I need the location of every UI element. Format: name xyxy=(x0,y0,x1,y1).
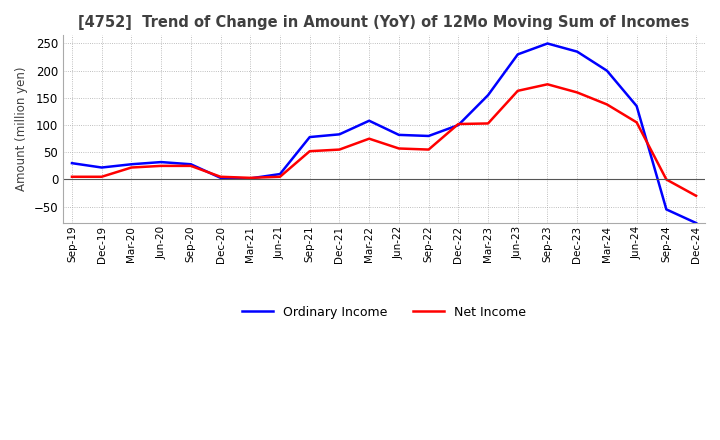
Net Income xyxy=(127,165,135,170)
Net Income xyxy=(424,147,433,152)
Net Income xyxy=(513,88,522,93)
Net Income xyxy=(632,120,641,125)
Ordinary Income xyxy=(395,132,403,138)
Ordinary Income xyxy=(335,132,343,137)
Net Income xyxy=(573,90,582,95)
Ordinary Income xyxy=(97,165,106,170)
Line: Ordinary Income: Ordinary Income xyxy=(72,44,696,223)
Net Income xyxy=(454,121,463,127)
Net Income xyxy=(305,149,314,154)
Ordinary Income xyxy=(365,118,374,123)
Net Income xyxy=(68,174,76,180)
Net Income xyxy=(276,174,284,180)
Ordinary Income xyxy=(632,103,641,109)
Line: Net Income: Net Income xyxy=(72,84,696,196)
Net Income xyxy=(395,146,403,151)
Net Income xyxy=(692,193,701,198)
Ordinary Income xyxy=(246,176,255,181)
Ordinary Income xyxy=(662,207,671,212)
Ordinary Income xyxy=(573,49,582,54)
Ordinary Income xyxy=(216,175,225,180)
Net Income xyxy=(246,175,255,180)
Net Income xyxy=(157,163,166,169)
Y-axis label: Amount (million yen): Amount (million yen) xyxy=(15,67,28,191)
Title: [4752]  Trend of Change in Amount (YoY) of 12Mo Moving Sum of Incomes: [4752] Trend of Change in Amount (YoY) o… xyxy=(78,15,690,30)
Net Income xyxy=(543,82,552,87)
Ordinary Income xyxy=(454,122,463,128)
Net Income xyxy=(365,136,374,141)
Ordinary Income xyxy=(692,220,701,226)
Ordinary Income xyxy=(484,92,492,98)
Ordinary Income xyxy=(305,134,314,139)
Ordinary Income xyxy=(543,41,552,46)
Ordinary Income xyxy=(276,172,284,177)
Ordinary Income xyxy=(68,161,76,166)
Net Income xyxy=(97,174,106,180)
Legend: Ordinary Income, Net Income: Ordinary Income, Net Income xyxy=(237,301,531,323)
Ordinary Income xyxy=(603,68,611,73)
Net Income xyxy=(216,174,225,180)
Ordinary Income xyxy=(127,161,135,167)
Net Income xyxy=(335,147,343,152)
Ordinary Income xyxy=(186,161,195,167)
Ordinary Income xyxy=(157,159,166,165)
Net Income xyxy=(186,163,195,169)
Ordinary Income xyxy=(424,133,433,139)
Net Income xyxy=(662,177,671,182)
Net Income xyxy=(603,102,611,107)
Net Income xyxy=(484,121,492,126)
Ordinary Income xyxy=(513,52,522,57)
